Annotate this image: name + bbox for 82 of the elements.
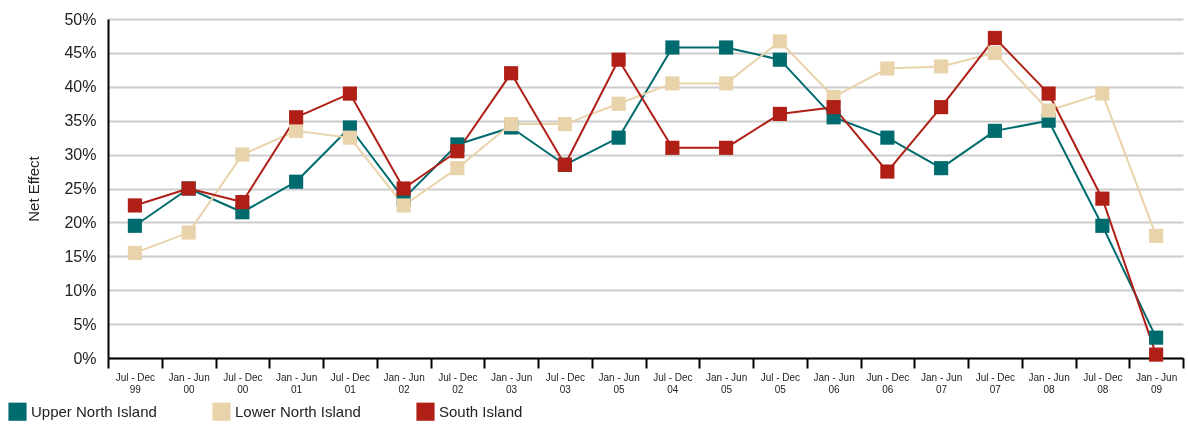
x-tick-label: Jul - Dec 02 bbox=[438, 371, 478, 395]
point bbox=[880, 61, 895, 76]
point bbox=[181, 225, 196, 240]
y-tick-label: 50% bbox=[64, 10, 97, 28]
point bbox=[289, 123, 304, 138]
point bbox=[557, 117, 572, 132]
point bbox=[396, 181, 411, 196]
y-tick-label: 25% bbox=[64, 180, 97, 197]
x-tick-label: Jul - Dec 03 bbox=[545, 371, 586, 395]
y-tick-label: 10% bbox=[64, 281, 97, 299]
point bbox=[611, 130, 626, 145]
x-tick-label: Jan - Jun 06 bbox=[813, 371, 855, 395]
y-tick-label: 30% bbox=[64, 146, 97, 164]
y-tick-label: 20% bbox=[64, 213, 97, 231]
point bbox=[719, 40, 734, 55]
x-tick-label: Jan - Jun 01 bbox=[276, 371, 318, 395]
point bbox=[127, 245, 142, 260]
x-tick-label: Jan - Jun 09 bbox=[1136, 371, 1178, 395]
y-axis-title: Net Effect bbox=[25, 155, 43, 222]
y-tick-label: 35% bbox=[64, 112, 97, 130]
point bbox=[934, 100, 949, 115]
point bbox=[396, 198, 411, 213]
x-tick-label: Jul - Dec 05 bbox=[760, 371, 801, 395]
point bbox=[1149, 347, 1164, 362]
point bbox=[880, 130, 895, 145]
y-tick-label: 0% bbox=[73, 349, 97, 367]
point bbox=[934, 161, 949, 176]
point bbox=[987, 30, 1002, 46]
point bbox=[1041, 86, 1056, 101]
point bbox=[342, 86, 357, 101]
point bbox=[289, 174, 304, 189]
x-tick-label: Jan - Jun 07 bbox=[921, 371, 963, 395]
y-tick-label: 45% bbox=[64, 44, 97, 62]
point bbox=[450, 144, 465, 159]
point bbox=[235, 194, 250, 210]
point bbox=[127, 218, 142, 233]
point bbox=[880, 164, 895, 179]
legend-label: South Island bbox=[439, 402, 523, 420]
point bbox=[987, 123, 1002, 138]
point bbox=[611, 96, 626, 111]
point bbox=[289, 110, 304, 125]
point bbox=[450, 161, 465, 176]
x-tick-label: Jan - Jun 03 bbox=[491, 371, 533, 395]
x-tick-label: Jul - Dec 00 bbox=[223, 371, 263, 395]
point bbox=[1041, 103, 1056, 118]
x-tick-label: Jul - Dec 08 bbox=[1083, 371, 1123, 395]
point bbox=[342, 130, 357, 145]
point bbox=[611, 52, 626, 67]
point bbox=[1095, 218, 1110, 233]
x-tick-label: Jan - Jun 05 bbox=[598, 371, 640, 395]
point bbox=[504, 66, 519, 81]
point bbox=[826, 100, 841, 115]
point bbox=[719, 76, 734, 91]
point bbox=[772, 106, 787, 121]
y-tick-label: 15% bbox=[64, 247, 97, 265]
point bbox=[665, 76, 680, 91]
point bbox=[665, 140, 680, 155]
y-tick-label: 5% bbox=[73, 315, 97, 333]
x-tick-label: Jun - Dec 06 bbox=[866, 371, 910, 395]
point bbox=[1149, 330, 1164, 345]
point bbox=[934, 59, 949, 74]
point bbox=[987, 45, 1002, 60]
point bbox=[235, 147, 250, 162]
legend-label: Upper North Island bbox=[31, 402, 157, 420]
point bbox=[1095, 86, 1110, 101]
x-tick-label: Jul - Dec 01 bbox=[330, 371, 371, 395]
point bbox=[772, 52, 787, 67]
point bbox=[719, 140, 734, 155]
x-tick-label: Jul - Dec 99 bbox=[115, 371, 156, 395]
x-tick-label: Jul - Dec 07 bbox=[975, 371, 1016, 395]
x-tick-label: Jan - Jun 00 bbox=[168, 371, 210, 395]
point bbox=[127, 198, 142, 213]
legend-label: Lower North Island bbox=[235, 402, 361, 420]
point bbox=[1095, 191, 1110, 206]
point bbox=[1149, 228, 1164, 244]
x-tick-label: Jan - Jun 02 bbox=[383, 371, 425, 395]
x-tick-label: Jul - Dec 04 bbox=[653, 371, 693, 395]
point bbox=[772, 34, 787, 49]
x-tick-label: Jan - Jun 05 bbox=[706, 371, 748, 395]
y-tick-label: 40% bbox=[64, 78, 97, 96]
x-tick-label: Jan - Jun 08 bbox=[1028, 371, 1070, 395]
point bbox=[665, 40, 680, 55]
